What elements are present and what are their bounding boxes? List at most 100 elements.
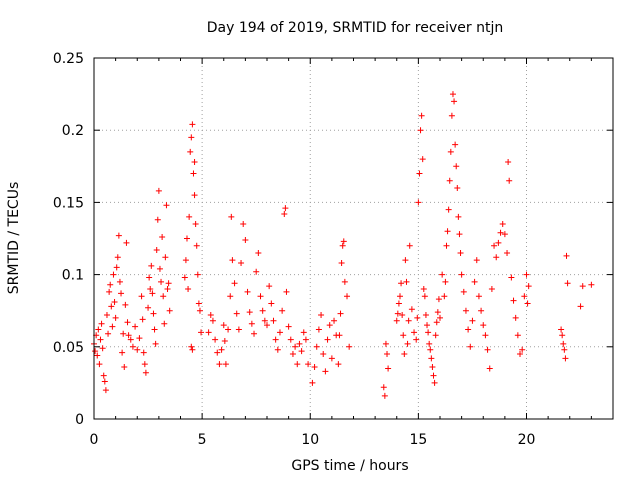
- data-point: [147, 286, 154, 293]
- data-point: [92, 348, 99, 355]
- data-point: [562, 355, 569, 362]
- data-point: [324, 336, 331, 343]
- data-point: [220, 322, 227, 329]
- data-point: [109, 323, 116, 330]
- data-point: [429, 364, 436, 371]
- y-tick-label: 0.15: [53, 195, 84, 211]
- data-point: [426, 340, 433, 347]
- data-point: [579, 283, 586, 290]
- data-point: [163, 202, 170, 209]
- data-point: [228, 213, 235, 220]
- data-point: [110, 271, 117, 278]
- data-point: [158, 278, 165, 285]
- data-point: [103, 312, 110, 319]
- y-tick-label: 0: [75, 412, 84, 428]
- data-point: [405, 317, 412, 324]
- data-point: [182, 257, 189, 264]
- data-point: [244, 288, 251, 295]
- data-point: [132, 323, 139, 330]
- data-point: [246, 309, 253, 316]
- data-point: [270, 317, 277, 324]
- data-point: [242, 236, 249, 243]
- data-point: [94, 352, 101, 359]
- data-point: [124, 319, 131, 326]
- data-point: [418, 112, 425, 119]
- data-point: [150, 310, 157, 317]
- data-point: [493, 254, 500, 261]
- data-point: [309, 379, 316, 386]
- data-point: [416, 170, 423, 177]
- data-point: [218, 346, 225, 353]
- data-point: [238, 260, 245, 267]
- data-point: [98, 320, 105, 327]
- data-point: [233, 310, 240, 317]
- data-point: [402, 257, 409, 264]
- data-point: [272, 336, 279, 343]
- data-point: [434, 309, 441, 316]
- data-point: [380, 384, 387, 391]
- data-point: [195, 300, 202, 307]
- data-point: [127, 336, 134, 343]
- data-point: [326, 322, 333, 329]
- data-point: [449, 91, 456, 98]
- data-point: [222, 361, 229, 368]
- data-point: [381, 392, 388, 399]
- data-point: [257, 293, 264, 300]
- data-point: [455, 213, 462, 220]
- data-point: [471, 278, 478, 285]
- data-point: [287, 336, 294, 343]
- data-point: [183, 235, 190, 242]
- data-point: [335, 361, 342, 368]
- data-point: [300, 329, 307, 336]
- data-points: [91, 91, 595, 399]
- data-point: [401, 351, 408, 358]
- data-point: [227, 293, 234, 300]
- data-point: [138, 293, 145, 300]
- data-point: [495, 239, 502, 246]
- data-point: [561, 346, 568, 353]
- data-point: [462, 307, 469, 314]
- data-point: [145, 304, 152, 311]
- data-point: [419, 156, 426, 163]
- plot-frame: [93, 57, 614, 420]
- data-point: [274, 346, 281, 353]
- data-point: [162, 254, 169, 261]
- data-point: [166, 307, 173, 314]
- data-point: [102, 387, 109, 394]
- data-point: [339, 242, 346, 249]
- data-point: [501, 231, 508, 238]
- data-point: [328, 355, 335, 362]
- data-point: [212, 336, 219, 343]
- data-point: [129, 343, 136, 350]
- data-point: [512, 314, 519, 321]
- data-point: [107, 281, 114, 288]
- tick-marks: [93, 57, 613, 420]
- data-point: [259, 307, 266, 314]
- data-point: [331, 317, 338, 324]
- data-point: [478, 307, 485, 314]
- data-point: [153, 247, 160, 254]
- data-point: [322, 368, 329, 375]
- data-point: [189, 346, 196, 353]
- data-point: [148, 262, 155, 269]
- data-point: [187, 148, 194, 155]
- data-point: [251, 330, 258, 337]
- data-point: [435, 296, 442, 303]
- data-point: [448, 112, 455, 119]
- data-point: [408, 306, 415, 313]
- tick-labels: 0 0.05 0.1 0.15 0.2 0.25 0 5 10 15 20: [53, 51, 536, 448]
- data-point: [216, 361, 223, 368]
- data-point: [417, 127, 424, 134]
- data-point: [191, 192, 198, 199]
- data-point: [318, 312, 325, 319]
- data-point: [382, 340, 389, 347]
- data-point: [444, 228, 451, 235]
- data-point: [214, 349, 221, 356]
- data-point: [453, 163, 460, 170]
- y-tick-label: 0.2: [62, 123, 84, 139]
- data-point: [181, 274, 188, 281]
- data-point: [152, 340, 159, 347]
- data-point: [281, 210, 288, 217]
- data-point: [420, 286, 427, 293]
- y-tick-label: 0.1: [62, 268, 84, 284]
